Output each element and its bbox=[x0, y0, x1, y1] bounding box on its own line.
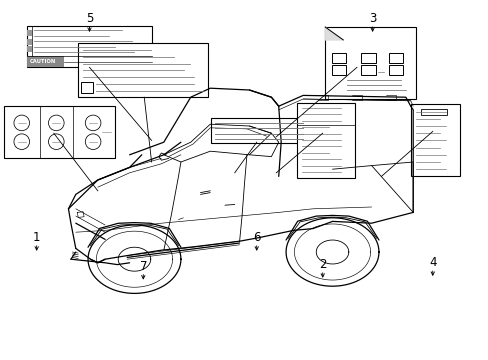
Bar bbox=[361, 65, 375, 75]
Text: CAUTION: CAUTION bbox=[29, 59, 56, 64]
Text: 3: 3 bbox=[368, 12, 376, 25]
Bar bbox=[81, 82, 93, 93]
Bar bbox=[27, 56, 64, 67]
Text: 5: 5 bbox=[85, 12, 93, 25]
Bar bbox=[331, 65, 346, 75]
Bar bbox=[27, 39, 32, 45]
Polygon shape bbox=[325, 27, 343, 40]
Bar bbox=[387, 53, 402, 63]
Bar bbox=[361, 53, 375, 63]
Bar bbox=[211, 118, 306, 143]
Text: 7: 7 bbox=[139, 260, 147, 273]
Bar bbox=[78, 43, 207, 97]
Bar bbox=[387, 65, 402, 75]
Bar bbox=[27, 26, 151, 67]
Bar bbox=[331, 53, 346, 63]
Text: 4: 4 bbox=[428, 256, 436, 269]
Bar bbox=[297, 103, 354, 178]
Bar bbox=[4, 106, 115, 158]
Bar bbox=[420, 109, 447, 115]
Text: 2: 2 bbox=[318, 258, 326, 271]
Bar bbox=[27, 46, 32, 53]
Bar bbox=[27, 30, 32, 36]
Text: 6: 6 bbox=[252, 231, 260, 244]
Bar bbox=[325, 27, 415, 99]
Bar bbox=[410, 104, 459, 176]
Text: 1: 1 bbox=[33, 231, 41, 244]
